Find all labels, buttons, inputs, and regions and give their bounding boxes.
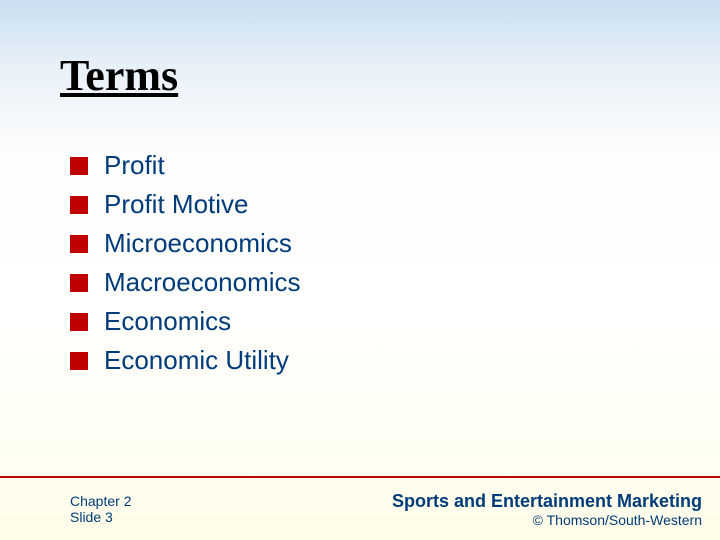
- slide-title: Terms: [60, 50, 178, 101]
- title-container: Terms: [60, 50, 178, 101]
- footer-book-title: Sports and Entertainment Marketing: [392, 491, 702, 512]
- square-bullet-icon: [70, 352, 88, 370]
- list-item: Microeconomics: [70, 228, 301, 259]
- list-item-label: Microeconomics: [104, 228, 292, 259]
- list-item-label: Profit Motive: [104, 189, 249, 220]
- list-item: Profit: [70, 150, 301, 181]
- list-item: Economics: [70, 306, 301, 337]
- square-bullet-icon: [70, 274, 88, 292]
- footer-slide-number: Slide 3: [70, 509, 131, 525]
- footer-right: Sports and Entertainment Marketing © Tho…: [392, 491, 702, 528]
- terms-list: Profit Profit Motive Microeconomics Macr…: [70, 150, 301, 384]
- square-bullet-icon: [70, 157, 88, 175]
- list-item: Macroeconomics: [70, 267, 301, 298]
- list-item-label: Economic Utility: [104, 345, 289, 376]
- list-item-label: Macroeconomics: [104, 267, 301, 298]
- footer-chapter: Chapter 2: [70, 493, 131, 509]
- list-item: Profit Motive: [70, 189, 301, 220]
- footer-copyright: © Thomson/South-Western: [533, 512, 702, 528]
- list-item-label: Profit: [104, 150, 165, 181]
- square-bullet-icon: [70, 235, 88, 253]
- list-item-label: Economics: [104, 306, 231, 337]
- square-bullet-icon: [70, 313, 88, 331]
- slide: Terms Profit Profit Motive Microeconomic…: [0, 0, 720, 540]
- square-bullet-icon: [70, 196, 88, 214]
- list-item: Economic Utility: [70, 345, 301, 376]
- footer-left: Chapter 2 Slide 3: [70, 493, 131, 525]
- slide-footer: Chapter 2 Slide 3 Sports and Entertainme…: [0, 476, 720, 540]
